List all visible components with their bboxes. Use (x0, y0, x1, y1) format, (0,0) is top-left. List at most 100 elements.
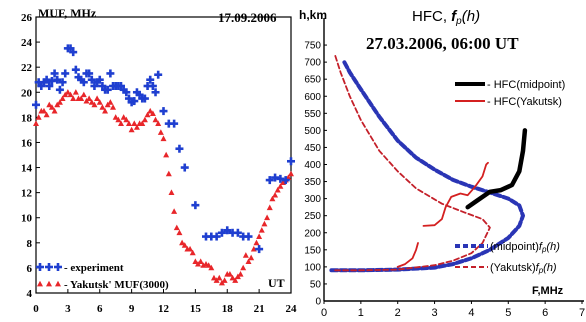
experiment-point (212, 232, 221, 241)
yakutsk-muf-point (165, 170, 172, 177)
experiment-point (146, 75, 155, 84)
experiment-point (130, 97, 139, 106)
yakutsk-muf-point (288, 170, 294, 177)
legend-yakutsk-muf-marker (55, 280, 61, 287)
hfc-curves (329, 54, 528, 273)
hfc-y-tick-label: 500 (304, 126, 321, 137)
experiment-point (71, 65, 80, 74)
legend-fp-midpoint-f: f (539, 241, 543, 253)
hfc-title-sub: p (455, 16, 462, 27)
yakutsk-muf-point (123, 116, 130, 123)
muf-x-tick-label: 15 (190, 303, 202, 315)
experiment-point (32, 100, 40, 109)
muf-y-tick-label: 14 (21, 163, 33, 175)
yakutsk-muf-point (157, 129, 164, 135)
yakutsk-muf-point (99, 104, 106, 110)
yakutsk-muf-point (139, 120, 146, 127)
hfc-x-tick-label: 6 (542, 307, 548, 319)
yakutsk-muf-point (67, 91, 74, 98)
legend-experiment-marker (36, 263, 44, 271)
yakutsk-muf-point (152, 116, 159, 123)
yakutsk-muf-point (40, 107, 47, 114)
yakutsk-muf-point (115, 116, 122, 123)
muf-y-tick-label: 10 (21, 213, 33, 225)
muf-y-tick-label: 12 (21, 188, 33, 200)
yakutsk-muf-point (176, 229, 183, 236)
hfc-yakutsk-curve (396, 242, 419, 268)
yakutsk-muf-point (179, 239, 186, 246)
yakutsk-muf-point (253, 239, 260, 246)
hfc-y-tick-label: 700 (304, 58, 321, 69)
yakutsk-muf-point (78, 95, 85, 101)
hfc-y-tick-label: 200 (304, 228, 321, 239)
yakutsk-muf-point (216, 274, 223, 281)
yakutsk-muf-point (64, 89, 71, 95)
hfc-y-tick-label: 450 (304, 143, 321, 154)
legend-experiment-label: - experiment (64, 262, 124, 274)
yakutsk-muf-point (46, 101, 53, 108)
hfc-x-axis-label: F,MHz (532, 285, 564, 297)
experiment-point (55, 85, 64, 94)
hfc-legend: - HFC(midpoint) - HFC(Yakutsk) (midpoint… (455, 79, 565, 275)
experiment-point (151, 88, 160, 97)
muf-x-ticks: 0 3 6 9 12 15 18 21 24 (33, 289, 297, 315)
yakutsk-muf-point (192, 258, 199, 265)
hfc-y-tick-label: 550 (304, 109, 321, 120)
legend-hfc-midpoint-label: - HFC(midpoint) (487, 79, 565, 91)
hfc-x-tick-label: 4 (468, 307, 474, 319)
yakutsk-muf-point (187, 245, 194, 252)
experiment-point (233, 228, 242, 237)
experiment-point (45, 82, 54, 90)
muf-x-tick-label: 21 (254, 303, 265, 315)
legend-fp-yakutsk-h: (h) (543, 262, 557, 274)
hfc-y-tick-label: 0 (315, 297, 321, 308)
muf-x-tick-label: 18 (222, 303, 234, 315)
experiment-point (103, 85, 112, 94)
legend-experiment-marker (45, 263, 53, 271)
yakutsk-muf-point (91, 101, 98, 108)
yakutsk-muf-point (155, 120, 162, 127)
yakutsk-muf-point (181, 242, 188, 248)
hfc-title: HFC, fp(h) (412, 8, 480, 27)
yakutsk-muf-point (59, 95, 66, 101)
legend-fp-yakutsk-prefix: (Yakutsk) (490, 262, 536, 274)
experiment-point (53, 75, 62, 84)
experiment-point (69, 48, 78, 57)
hfc-x-tick-label: 3 (432, 307, 438, 319)
muf-y-tick-label: 22 (21, 62, 33, 74)
hfc-y-tick-label: 750 (304, 41, 321, 52)
legend-fp-midpoint-h: (h) (546, 241, 560, 253)
hfc-y-tick-label: 300 (304, 194, 321, 205)
yakutsk-muf-point (33, 120, 39, 127)
experiment-point (58, 78, 67, 87)
muf-y-tick-label: 4 (27, 288, 33, 300)
experiment-point (255, 245, 264, 254)
yakutsk-muf-point (171, 208, 178, 214)
yakutsk-muf-point (94, 95, 101, 101)
hfc-y-tick-label: 100 (304, 262, 321, 273)
yakutsk-muf-point (256, 233, 263, 239)
yakutsk-muf-point (237, 270, 244, 277)
yakutsk-muf-point (86, 95, 93, 101)
yakutsk-muf-point (274, 186, 281, 193)
muf-y-tick-label: 18 (21, 112, 33, 124)
yakutsk-muf-point (226, 270, 233, 277)
yakutsk-muf-point (72, 89, 79, 95)
hfc-y-tick-label: 600 (304, 92, 321, 103)
yakutsk-muf-point (210, 274, 217, 281)
yakutsk-muf-point (173, 224, 180, 231)
yakutsk-muf-point (163, 151, 170, 158)
legend-hfc-yakutsk-label: - HFC(Yakutsk) (487, 96, 562, 108)
muf-legend: - experiment - Yakutsk' MUF(3000) (36, 262, 169, 291)
hfc-y-tick-label: 50 (310, 279, 322, 290)
yakutsk-muf-point (261, 220, 268, 227)
muf-x-tick-label: 6 (97, 303, 103, 315)
experiment-point (95, 75, 104, 84)
experiment-point (265, 176, 274, 185)
hfc-y-tick-label: 650 (304, 75, 321, 86)
muf-x-tick-label: 9 (129, 303, 135, 315)
yakutsk-muf-point (56, 99, 63, 105)
yakutsk-muf-point (245, 258, 252, 265)
experiment-point (87, 75, 96, 84)
yakutsk-muf-point (232, 277, 239, 283)
